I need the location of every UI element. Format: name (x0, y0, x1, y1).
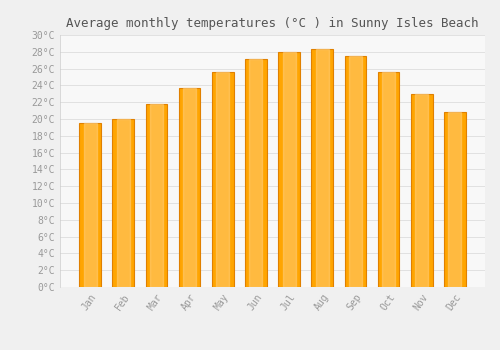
Bar (250, 58, 262, 287)
Bar (378, 72, 400, 287)
Bar (349, 56, 362, 287)
Bar (112, 119, 134, 287)
Bar (312, 49, 333, 287)
Bar (212, 72, 234, 287)
Bar (416, 94, 428, 287)
Bar (316, 49, 328, 287)
Bar (282, 52, 296, 287)
Bar (411, 94, 432, 287)
Bar (245, 58, 266, 287)
Bar (278, 52, 300, 287)
Bar (444, 112, 466, 287)
Bar (216, 72, 229, 287)
Bar (179, 88, 201, 287)
Bar (382, 72, 395, 287)
Bar (150, 104, 163, 287)
Bar (344, 56, 366, 287)
Bar (448, 112, 462, 287)
Bar (146, 104, 167, 287)
Bar (80, 123, 101, 287)
Title: Average monthly temperatures (°C ) in Sunny Isles Beach: Average monthly temperatures (°C ) in Su… (66, 17, 479, 30)
Bar (117, 119, 130, 287)
Bar (183, 88, 196, 287)
Bar (84, 123, 96, 287)
